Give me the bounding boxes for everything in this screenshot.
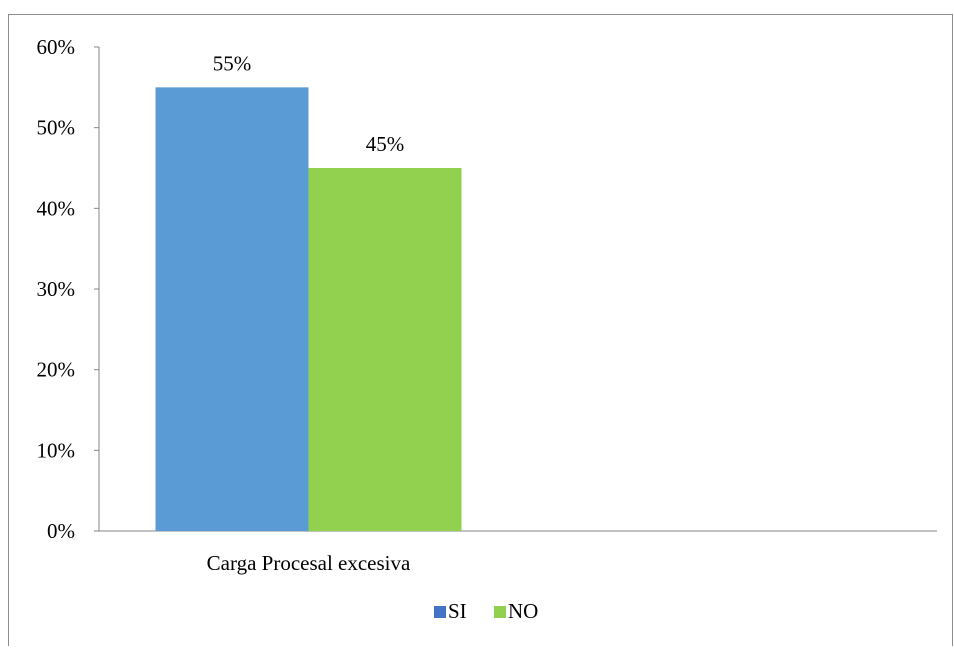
bar-si: [155, 87, 309, 531]
y-tick-label: 20%: [37, 358, 76, 382]
category-label: Carga Procesal excesiva: [207, 551, 411, 575]
data-labels: 55% 45%: [213, 51, 405, 156]
bar-no: [308, 168, 462, 531]
data-label-si: 55%: [213, 51, 252, 75]
category-labels: Carga Procesal excesiva: [207, 551, 411, 575]
legend: SI NO: [434, 599, 538, 623]
y-tick-label: 50%: [37, 116, 76, 140]
bar-chart: 0% 10% 20% 30% 40% 50% 60% 55% 45% Carga Proces…: [37, 35, 937, 623]
y-tick-label: 0%: [47, 519, 75, 543]
y-axis-ticks: 0% 10% 20% 30% 40% 50% 60%: [37, 35, 99, 543]
bars: [155, 87, 462, 531]
y-tick-label: 10%: [37, 438, 76, 462]
legend-swatch-si: [434, 606, 446, 618]
legend-swatch-no: [494, 606, 506, 618]
y-tick-label: 30%: [37, 277, 76, 301]
y-tick-label: 40%: [37, 196, 76, 220]
chart-frame: 0% 10% 20% 30% 40% 50% 60% 55% 45% Carga Proces…: [8, 14, 953, 646]
legend-label-no: NO: [508, 599, 538, 623]
legend-label-si: SI: [448, 599, 467, 623]
data-label-no: 45%: [366, 132, 405, 156]
y-tick-label: 60%: [37, 35, 76, 59]
